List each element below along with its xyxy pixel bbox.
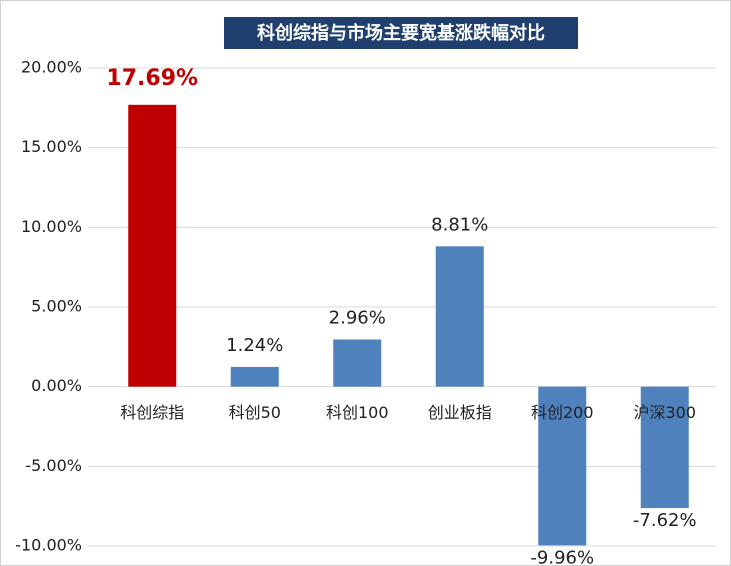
x-tick-label: 沪深300 bbox=[633, 403, 696, 422]
chart-title: 科创综指与市场主要宽基涨跌幅对比 bbox=[257, 22, 545, 44]
y-tick-label: 10.00% bbox=[21, 217, 82, 236]
bar bbox=[128, 104, 177, 387]
y-tick-label: 15.00% bbox=[21, 137, 82, 156]
value-label: 1.24% bbox=[226, 335, 283, 356]
title-box bbox=[224, 17, 578, 49]
x-tick-label: 科创200 bbox=[531, 403, 594, 422]
x-tick-label: 创业板指 bbox=[428, 403, 492, 422]
y-tick-label: -5.00% bbox=[25, 456, 82, 475]
y-tick-label: 20.00% bbox=[21, 58, 82, 77]
bar bbox=[640, 386, 689, 509]
value-label: 8.81% bbox=[431, 214, 488, 235]
bar bbox=[435, 246, 484, 387]
y-tick-label: 0.00% bbox=[31, 376, 82, 395]
x-tick-label: 科创综指 bbox=[120, 403, 184, 422]
value-label: -9.96% bbox=[530, 547, 594, 566]
bar bbox=[538, 386, 587, 546]
value-label: -7.62% bbox=[633, 510, 697, 531]
bar bbox=[230, 366, 279, 387]
value-label: 17.69% bbox=[106, 66, 198, 91]
value-label: 2.96% bbox=[329, 308, 386, 329]
y-tick-label: -10.00% bbox=[15, 536, 82, 555]
x-tick-label: 科创50 bbox=[229, 403, 281, 422]
bar bbox=[333, 339, 382, 387]
y-tick-label: 5.00% bbox=[31, 297, 82, 316]
x-tick-label: 科创100 bbox=[326, 403, 389, 422]
